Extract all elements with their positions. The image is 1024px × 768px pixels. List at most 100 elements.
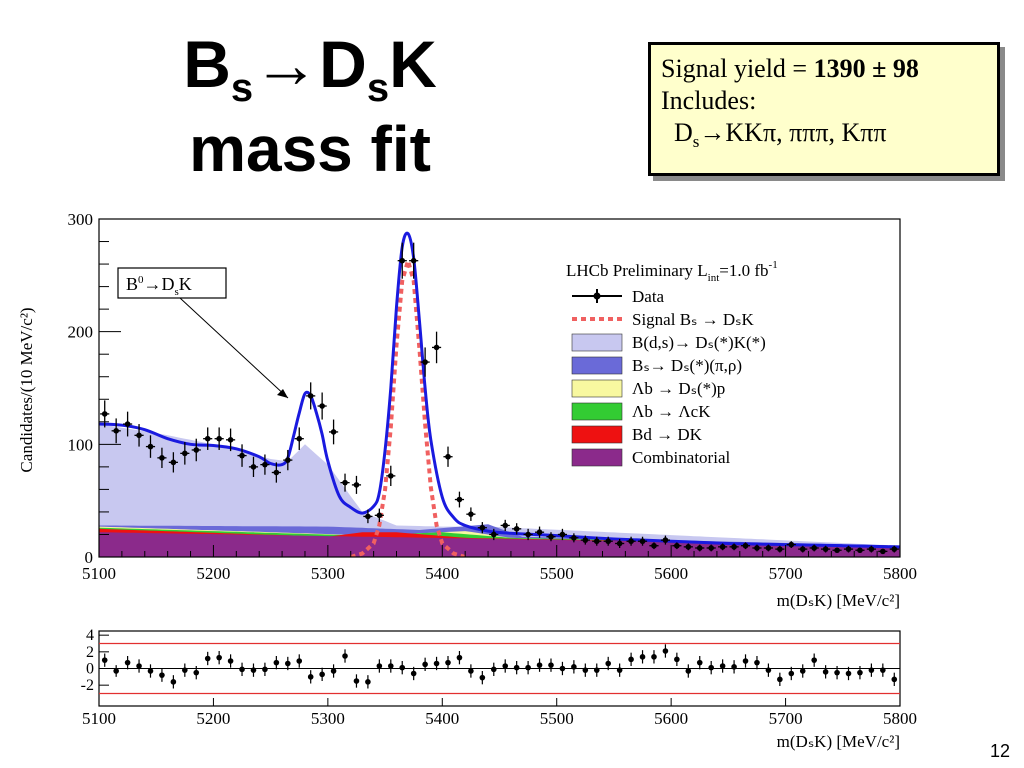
- data-point: [397, 242, 407, 279]
- data-point: [649, 542, 659, 550]
- b0-label-box: [117, 267, 227, 299]
- pull-point: [548, 658, 554, 672]
- pull-point: [342, 649, 348, 663]
- data-marker: [124, 421, 131, 427]
- data-point: [546, 532, 556, 542]
- data-point: [580, 535, 590, 545]
- pull-marker: [811, 657, 817, 663]
- data-marker: [822, 546, 829, 552]
- y-tick-label: 0: [85, 548, 94, 567]
- b0-label-part: →: [144, 274, 162, 294]
- pull-y-tick-label: 2: [86, 644, 94, 661]
- legend-label: Combinatorial: [632, 448, 730, 467]
- legend-swatch-3: [571, 356, 623, 375]
- pull-x-tick-label: 5100: [82, 709, 116, 728]
- data-marker: [513, 526, 520, 532]
- pull-x-tick-label: 5600: [654, 709, 688, 728]
- pull-point: [262, 662, 268, 676]
- data-point: [134, 424, 144, 447]
- data-marker: [250, 464, 257, 470]
- data-marker: [227, 437, 234, 443]
- decay-modes-line: Ds→KKπ, πππ, Kππ: [661, 117, 987, 152]
- data-point: [718, 543, 728, 551]
- pull-point: [662, 644, 669, 658]
- data-point: [637, 536, 648, 546]
- pull-marker: [319, 671, 325, 678]
- pull-point: [285, 656, 291, 671]
- title-d: D: [319, 27, 367, 101]
- data-marker: [307, 393, 314, 399]
- pull-marker: [456, 654, 463, 661]
- pull-x-tick-label: 5700: [769, 709, 803, 728]
- pull-marker: [445, 659, 451, 666]
- pull-marker: [387, 663, 394, 669]
- data-marker: [719, 544, 726, 550]
- data-point: [889, 545, 899, 553]
- b0-label-part: K: [179, 274, 192, 294]
- data-point: [226, 428, 236, 452]
- pull-point: [479, 671, 486, 685]
- data-point: [798, 545, 808, 553]
- pull-point: [777, 672, 783, 686]
- data-marker: [376, 512, 383, 519]
- pull-point: [536, 658, 543, 672]
- pull-marker: [719, 663, 726, 669]
- pull-marker: [651, 654, 657, 660]
- signal-yield-box: Signal yield = 1390 ± 98 Includes: Ds→KK…: [648, 42, 1000, 176]
- data-point: [237, 444, 247, 467]
- pull-x-tick-label: 5800: [883, 709, 917, 728]
- pull-x-tick-label: 5300: [311, 709, 345, 728]
- pull-marker: [239, 666, 245, 673]
- data-marker: [193, 447, 200, 453]
- data-marker: [639, 538, 646, 545]
- data-marker: [410, 257, 417, 264]
- b0-arrow-line: [179, 297, 289, 399]
- data-marker: [582, 537, 589, 543]
- data-marker: [571, 535, 577, 541]
- main-plot-area: [99, 231, 900, 557]
- pull-marker: [628, 656, 634, 663]
- pull-point: [891, 672, 898, 686]
- data-marker: [342, 479, 348, 486]
- pull-point: [616, 663, 623, 677]
- data-marker: [605, 538, 612, 545]
- pull-point: [582, 663, 589, 677]
- data-point: [191, 438, 201, 462]
- pull-point: [490, 662, 497, 676]
- x-tick-label: 5300: [311, 564, 345, 583]
- data-marker: [101, 411, 108, 417]
- b0-arrow-head: [277, 389, 288, 398]
- data-point: [454, 491, 465, 508]
- pull-marker: [765, 667, 772, 673]
- pull-marker: [880, 667, 886, 673]
- data-marker: [754, 545, 760, 551]
- legend-label: Λb → Dₛ(*)p: [632, 379, 725, 398]
- data-point: [866, 545, 876, 553]
- pull-point: [445, 656, 451, 670]
- data-point: [603, 536, 613, 546]
- pull-marker: [571, 664, 577, 670]
- pull-marker: [399, 664, 406, 671]
- pull-point: [719, 659, 726, 673]
- data-point: [672, 542, 682, 550]
- data-marker: [811, 545, 817, 551]
- data-point: [500, 519, 510, 532]
- pull-marker: [193, 669, 200, 676]
- data-point: [763, 544, 773, 552]
- data-marker: [777, 546, 783, 552]
- pull-point: [651, 650, 657, 664]
- data-marker: [616, 540, 623, 547]
- pull-marker: [742, 658, 749, 664]
- data-marker: [593, 538, 600, 545]
- data-point: [351, 475, 362, 494]
- pull-point: [273, 656, 280, 670]
- legend-header: LHCb Preliminary Lint=1.0 fb-1: [566, 259, 778, 284]
- pull-marker: [365, 679, 371, 685]
- pull-marker: [674, 656, 680, 663]
- data-marker: [479, 524, 486, 531]
- pull-marker: [296, 658, 303, 664]
- pull-marker: [273, 659, 280, 666]
- pull-marker: [777, 676, 783, 683]
- pull-marker: [696, 659, 703, 666]
- pull-marker: [307, 674, 314, 680]
